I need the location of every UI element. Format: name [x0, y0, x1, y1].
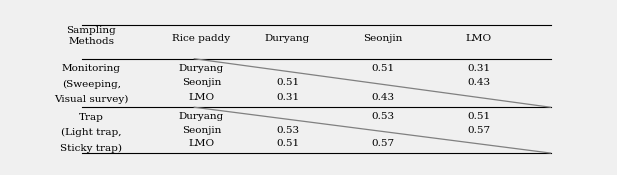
Text: Seonjin: Seonjin [182, 78, 221, 88]
Text: 0.57: 0.57 [467, 126, 491, 135]
Text: Sampling
Methods: Sampling Methods [67, 26, 117, 46]
Text: Duryang: Duryang [265, 34, 310, 43]
Text: LMO: LMO [466, 34, 492, 43]
Text: (Sweeping,: (Sweeping, [62, 80, 121, 89]
Text: 0.53: 0.53 [276, 126, 299, 135]
Text: 0.53: 0.53 [371, 112, 395, 121]
Text: Duryang: Duryang [179, 112, 224, 121]
Text: 0.57: 0.57 [371, 139, 395, 148]
Text: 0.31: 0.31 [276, 93, 299, 102]
Text: Monitoring: Monitoring [62, 64, 121, 73]
Text: 0.31: 0.31 [467, 64, 491, 73]
Text: LMO: LMO [188, 139, 215, 148]
Text: Trap: Trap [79, 113, 104, 122]
Text: 0.51: 0.51 [276, 139, 299, 148]
Text: LMO: LMO [188, 93, 215, 102]
Text: Duryang: Duryang [179, 64, 224, 73]
Text: Rice paddy: Rice paddy [172, 34, 231, 43]
Text: (Light trap,: (Light trap, [61, 128, 122, 137]
Text: Seonjin: Seonjin [182, 126, 221, 135]
Text: 0.51: 0.51 [467, 112, 491, 121]
Text: Sticky trap): Sticky trap) [60, 144, 122, 153]
Text: 0.51: 0.51 [371, 64, 395, 73]
Text: Seonjin: Seonjin [363, 34, 403, 43]
Text: 0.43: 0.43 [467, 78, 491, 88]
Text: 0.51: 0.51 [276, 78, 299, 88]
Text: Visual survey): Visual survey) [54, 95, 129, 104]
Text: 0.43: 0.43 [371, 93, 395, 102]
